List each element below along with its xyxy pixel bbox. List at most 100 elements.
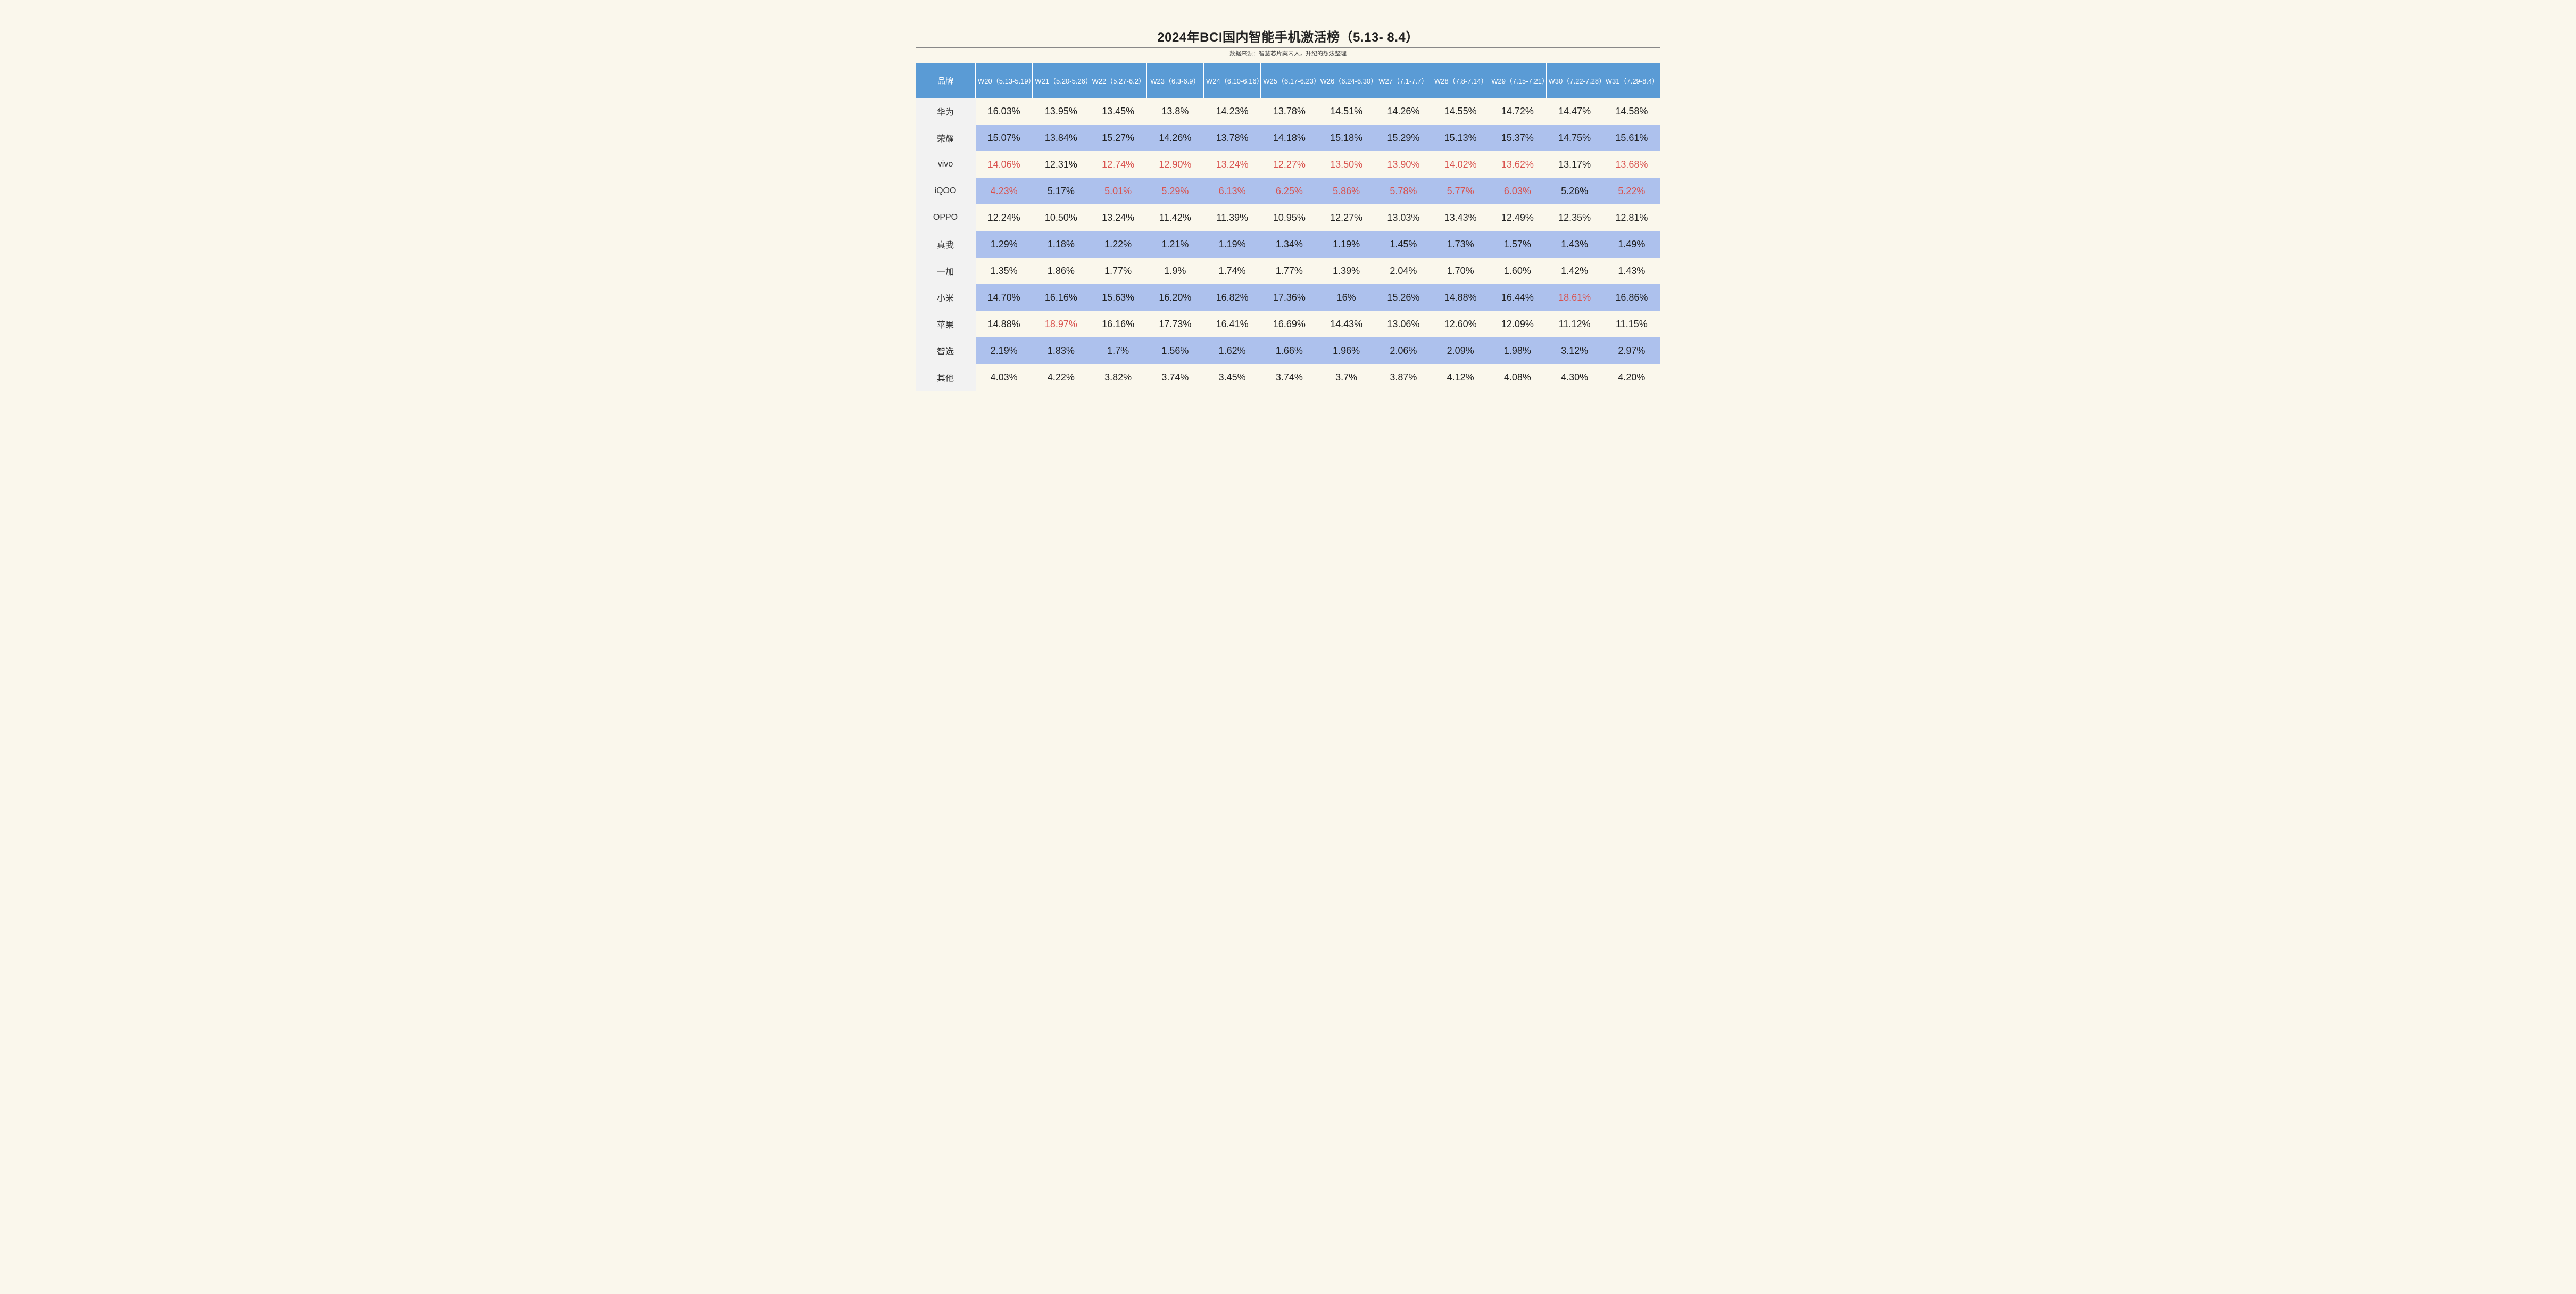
table-row: iQOO4.23%5.17%5.01%5.29%6.13%6.25%5.86%5… — [916, 178, 1660, 204]
data-cell: 13.84% — [1033, 125, 1090, 151]
data-cell: 13.78% — [1261, 98, 1318, 125]
data-cell: 15.26% — [1375, 284, 1432, 311]
data-cell: 15.27% — [1090, 125, 1146, 151]
data-cell: 16.44% — [1489, 284, 1546, 311]
data-cell: 11.39% — [1204, 204, 1261, 231]
data-cell: 1.29% — [976, 231, 1033, 258]
activation-table: 品牌W20（5.13-5.19）W21（5.20-5.26）W22（5.27-6… — [916, 63, 1660, 391]
col-week: W27（7.1-7.7） — [1375, 63, 1432, 98]
data-cell: 1.57% — [1489, 231, 1546, 258]
col-week: W20（5.13-5.19） — [976, 63, 1033, 98]
data-cell: 11.42% — [1146, 204, 1203, 231]
data-cell: 4.23% — [976, 178, 1033, 204]
table-row: 其他4.03%4.22%3.82%3.74%3.45%3.74%3.7%3.87… — [916, 364, 1660, 391]
data-cell: 6.25% — [1261, 178, 1318, 204]
data-cell: 1.9% — [1146, 258, 1203, 284]
data-cell: 13.43% — [1432, 204, 1489, 231]
data-cell: 4.30% — [1546, 364, 1603, 391]
data-cell: 5.17% — [1033, 178, 1090, 204]
data-cell: 12.27% — [1318, 204, 1375, 231]
data-cell: 14.72% — [1489, 98, 1546, 125]
data-cell: 16.86% — [1603, 284, 1660, 311]
data-cell: 1.74% — [1204, 258, 1261, 284]
col-week: W22（5.27-6.2） — [1090, 63, 1146, 98]
data-cell: 15.37% — [1489, 125, 1546, 151]
data-cell: 13.78% — [1204, 125, 1261, 151]
brand-cell: 智选 — [916, 337, 976, 364]
data-cell: 1.43% — [1603, 258, 1660, 284]
data-cell: 12.60% — [1432, 311, 1489, 337]
data-cell: 5.78% — [1375, 178, 1432, 204]
header-row: 品牌W20（5.13-5.19）W21（5.20-5.26）W22（5.27-6… — [916, 63, 1660, 98]
table-row: 小米14.70%16.16%15.63%16.20%16.82%17.36%16… — [916, 284, 1660, 311]
data-cell: 1.77% — [1090, 258, 1146, 284]
brand-cell: 华为 — [916, 98, 976, 125]
data-cell: 12.24% — [976, 204, 1033, 231]
data-cell: 1.98% — [1489, 337, 1546, 364]
brand-cell: 苹果 — [916, 311, 976, 337]
data-cell: 14.26% — [1375, 98, 1432, 125]
data-cell: 13.06% — [1375, 311, 1432, 337]
data-cell: 13.62% — [1489, 151, 1546, 178]
data-cell: 1.86% — [1033, 258, 1090, 284]
data-cell: 2.97% — [1603, 337, 1660, 364]
data-cell: 13.45% — [1090, 98, 1146, 125]
data-cell: 3.82% — [1090, 364, 1146, 391]
data-cell: 14.06% — [976, 151, 1033, 178]
data-cell: 13.8% — [1146, 98, 1203, 125]
data-cell: 1.70% — [1432, 258, 1489, 284]
data-cell: 18.61% — [1546, 284, 1603, 311]
data-cell: 18.97% — [1033, 311, 1090, 337]
data-cell: 12.90% — [1146, 151, 1203, 178]
data-cell: 5.29% — [1146, 178, 1203, 204]
data-cell: 3.74% — [1146, 364, 1203, 391]
data-cell: 1.56% — [1146, 337, 1203, 364]
col-week: W23（6.3-6.9） — [1146, 63, 1203, 98]
data-cell: 12.35% — [1546, 204, 1603, 231]
data-cell: 17.73% — [1146, 311, 1203, 337]
table-header: 品牌W20（5.13-5.19）W21（5.20-5.26）W22（5.27-6… — [916, 63, 1660, 98]
data-cell: 17.36% — [1261, 284, 1318, 311]
data-cell: 15.29% — [1375, 125, 1432, 151]
data-cell: 16.03% — [976, 98, 1033, 125]
table-row: 荣耀15.07%13.84%15.27%14.26%13.78%14.18%15… — [916, 125, 1660, 151]
data-cell: 1.49% — [1603, 231, 1660, 258]
data-cell: 14.18% — [1261, 125, 1318, 151]
data-cell: 15.18% — [1318, 125, 1375, 151]
data-cell: 13.50% — [1318, 151, 1375, 178]
data-cell: 11.15% — [1603, 311, 1660, 337]
data-cell: 14.75% — [1546, 125, 1603, 151]
data-cell: 4.20% — [1603, 364, 1660, 391]
data-cell: 1.60% — [1489, 258, 1546, 284]
brand-cell: vivo — [916, 151, 976, 178]
data-cell: 1.7% — [1090, 337, 1146, 364]
col-week: W30（7.22-7.28） — [1546, 63, 1603, 98]
data-cell: 1.62% — [1204, 337, 1261, 364]
data-cell: 5.86% — [1318, 178, 1375, 204]
table-row: 一加1.35%1.86%1.77%1.9%1.74%1.77%1.39%2.04… — [916, 258, 1660, 284]
data-cell: 5.26% — [1546, 178, 1603, 204]
data-cell: 1.22% — [1090, 231, 1146, 258]
brand-cell: 真我 — [916, 231, 976, 258]
data-cell: 2.09% — [1432, 337, 1489, 364]
col-week: W21（5.20-5.26） — [1033, 63, 1090, 98]
data-cell: 14.88% — [1432, 284, 1489, 311]
table-row: 华为16.03%13.95%13.45%13.8%14.23%13.78%14.… — [916, 98, 1660, 125]
data-cell: 1.19% — [1204, 231, 1261, 258]
data-cell: 12.09% — [1489, 311, 1546, 337]
data-cell: 1.73% — [1432, 231, 1489, 258]
brand-cell: 其他 — [916, 364, 976, 391]
data-cell: 16.16% — [1033, 284, 1090, 311]
data-cell: 16.20% — [1146, 284, 1203, 311]
data-cell: 10.50% — [1033, 204, 1090, 231]
data-cell: 14.02% — [1432, 151, 1489, 178]
data-cell: 14.26% — [1146, 125, 1203, 151]
data-cell: 12.49% — [1489, 204, 1546, 231]
data-cell: 4.22% — [1033, 364, 1090, 391]
data-cell: 1.96% — [1318, 337, 1375, 364]
col-week: W29（7.15-7.21） — [1489, 63, 1546, 98]
data-cell: 4.03% — [976, 364, 1033, 391]
data-cell: 1.21% — [1146, 231, 1203, 258]
page-container: 2024年BCI国内智能手机激活榜（5.13- 8.4） 数据来源：智慧芯片案内… — [900, 0, 1676, 422]
data-cell: 1.66% — [1261, 337, 1318, 364]
